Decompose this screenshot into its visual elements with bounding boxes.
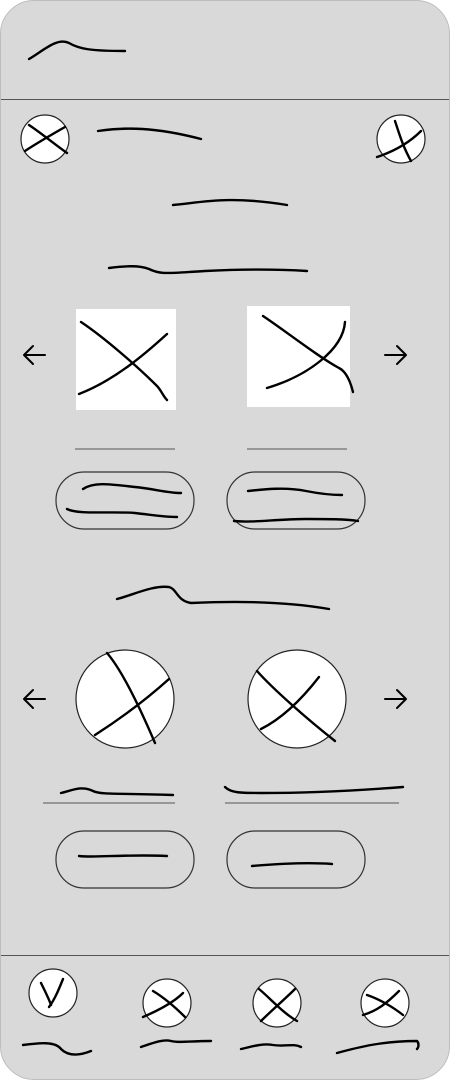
card-1-pill-button[interactable]	[55, 471, 195, 531]
bottom-nav-item-4[interactable]	[333, 977, 427, 1067]
card-4-caption	[223, 785, 405, 804]
arrow-left-icon	[23, 345, 46, 365]
header-divider	[1, 99, 449, 100]
bottom-nav-item-2[interactable]	[139, 977, 219, 1067]
bottom-nav-divider	[1, 955, 449, 956]
card-2-caption-line	[247, 448, 347, 450]
pill-button-2	[226, 471, 366, 530]
section-two-title	[113, 581, 337, 617]
carousel-one-card-1[interactable]	[75, 308, 177, 488]
carousel-two-card-2[interactable]	[221, 649, 405, 807]
card-3-pill-button[interactable]	[55, 830, 195, 890]
toolbar-title-scribble	[96, 127, 203, 141]
carousel-two-card-1[interactable]	[41, 649, 177, 807]
pill-button-3	[55, 830, 195, 889]
section-one-title	[105, 259, 311, 283]
nav-placeholder-icon	[360, 978, 410, 1028]
carousel-one-card-2[interactable]	[247, 306, 355, 488]
subtitle-scribble	[171, 198, 289, 207]
carousel-one-prev-button[interactable]	[19, 341, 51, 369]
section-two-title-scribble	[115, 585, 331, 611]
nav-placeholder-icon	[28, 968, 78, 1018]
pill-button-1	[55, 471, 195, 530]
header-title-scribble	[27, 40, 127, 61]
avatar-button[interactable]	[19, 113, 71, 165]
round-image-placeholder-icon	[247, 649, 347, 749]
bottom-nav-item-3[interactable]	[237, 977, 317, 1067]
carousel-two-next-button[interactable]	[379, 685, 411, 713]
toolbar-action-button[interactable]	[375, 113, 427, 165]
pill-button-4	[226, 830, 366, 889]
card-2-pill-button[interactable]	[226, 471, 366, 531]
round-image-placeholder-icon	[75, 649, 175, 749]
image-placeholder-icon	[247, 306, 355, 407]
carousel-two-prev-button[interactable]	[19, 685, 51, 713]
card-1-caption-line	[75, 448, 175, 450]
app-header	[1, 1, 449, 99]
nav-placeholder-icon	[141, 978, 192, 1028]
carousel-one-next-button[interactable]	[379, 341, 411, 369]
arrow-right-icon	[384, 689, 407, 709]
card-4-pill-button[interactable]	[226, 830, 366, 890]
nav-item-1-label-scribble	[21, 1042, 93, 1056]
bottom-nav-item-1[interactable]	[19, 965, 99, 1065]
avatar-placeholder-icon	[20, 114, 70, 164]
section-one-title-scribble	[107, 265, 309, 275]
image-placeholder-icon	[76, 309, 176, 410]
nav-item-4-label-scribble	[335, 1039, 420, 1055]
nav-item-3-label-scribble	[239, 1043, 303, 1051]
card-3-caption	[43, 787, 175, 804]
action-placeholder-icon	[375, 114, 426, 164]
nav-item-2-label-scribble	[139, 1039, 213, 1049]
nav-placeholder-icon	[252, 978, 302, 1028]
arrow-left-icon	[23, 689, 46, 709]
toolbar-title	[95, 121, 205, 145]
arrow-right-icon	[384, 345, 407, 365]
subtitle	[169, 193, 293, 215]
